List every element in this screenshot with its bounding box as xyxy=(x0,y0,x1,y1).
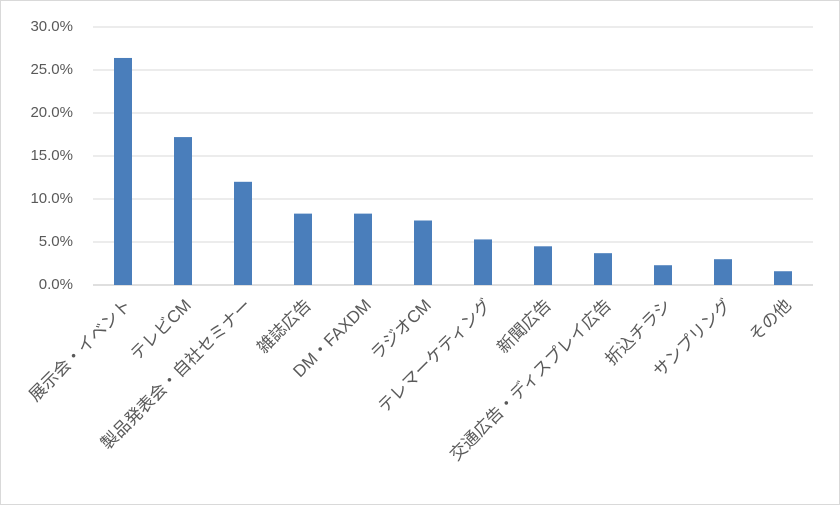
bar xyxy=(534,246,552,285)
bar xyxy=(354,213,372,285)
y-tick-label: 20.0% xyxy=(30,104,73,121)
bar xyxy=(774,271,792,285)
y-tick-label: 15.0% xyxy=(30,147,73,164)
bar xyxy=(174,137,192,285)
y-tick-label: 10.0% xyxy=(30,190,73,207)
y-tick-label: 5.0% xyxy=(39,233,73,250)
bar xyxy=(654,265,672,285)
y-tick-label: 0.0% xyxy=(39,276,73,293)
bar xyxy=(294,213,312,285)
y-tick-label: 25.0% xyxy=(30,61,73,78)
bar xyxy=(114,57,132,286)
bar xyxy=(474,239,492,285)
bar xyxy=(594,253,612,285)
bar xyxy=(414,220,432,285)
bar xyxy=(234,181,252,285)
bar xyxy=(714,259,732,285)
y-tick-label: 30.0% xyxy=(30,18,73,35)
